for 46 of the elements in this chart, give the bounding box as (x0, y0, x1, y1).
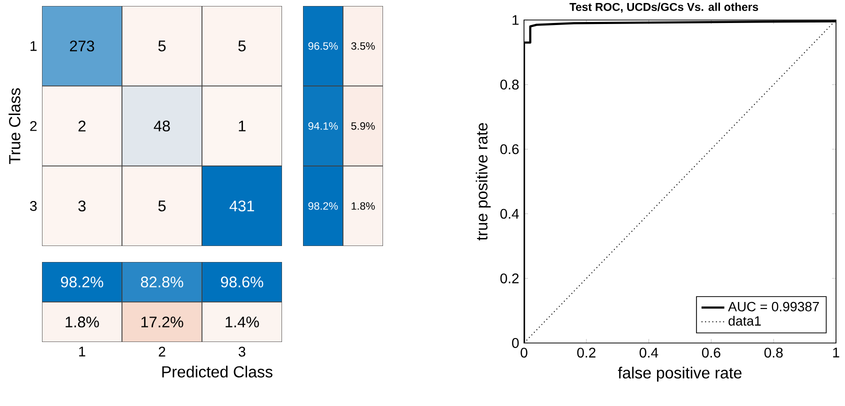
data-label: 17.2% (141, 316, 184, 328)
y-tick-label: 3 (30, 201, 37, 211)
data-label: 96.5% (308, 42, 338, 50)
y-tick-label: 1 (512, 15, 519, 25)
data-label: 82.8% (140, 276, 184, 288)
data-label: 98.2% (308, 202, 338, 210)
data-label: 94.1% (308, 122, 338, 130)
data-label: 5 (238, 40, 246, 52)
data-label: 98.2% (60, 276, 104, 288)
data-label: 3 (78, 200, 86, 212)
data-label: 5 (158, 40, 166, 52)
x-tick-label: 1 (833, 348, 840, 358)
data-label: 3.5% (351, 42, 375, 50)
x-tick-label: 0.8 (764, 348, 783, 358)
data-label: 2 (78, 120, 86, 132)
y-tick-label: 0 (512, 338, 519, 348)
y-axis-title: true positive rate (476, 123, 491, 240)
y-tick-label: 0.4 (500, 208, 519, 219)
x-tick-label: 0 (520, 348, 528, 358)
data-label: 273 (70, 40, 94, 52)
data-label: 98.6% (220, 276, 264, 288)
legend-label: AUC = 0.99387 (728, 302, 819, 312)
data-label: 1.4% (226, 316, 259, 328)
chart-title: Test ROC, UCDs/GCs Vs. all others (570, 2, 758, 13)
y-tick-label: 0.8 (500, 80, 519, 90)
data-label: 5 (158, 200, 166, 212)
y-tick-label: 1 (30, 41, 37, 51)
x-axis-title: false positive rate (618, 366, 742, 382)
legend-label: data1 (728, 316, 761, 326)
y-tick-label: 0.2 (500, 273, 519, 284)
x-tick-label: 0.2 (577, 348, 596, 358)
x-axis-title: Predicted Class (162, 366, 272, 378)
data-label: 48 (154, 120, 170, 132)
x-tick-label: 1 (79, 346, 86, 356)
y-axis-title: True Class (8, 88, 20, 164)
y-tick-label: 2 (30, 121, 37, 131)
data-label: 1.8% (66, 316, 99, 328)
x-tick-label: 0.6 (702, 348, 720, 358)
x-tick-label: 0.4 (640, 348, 658, 358)
x-tick-label: 3 (238, 346, 246, 357)
data-label: 5.9% (351, 122, 375, 130)
data-label: 1 (238, 120, 246, 132)
data-label: 431 (230, 200, 254, 212)
y-tick-label: 0.6 (500, 144, 519, 154)
data-label: 1.8% (352, 202, 375, 210)
x-tick-label: 2 (158, 346, 166, 356)
